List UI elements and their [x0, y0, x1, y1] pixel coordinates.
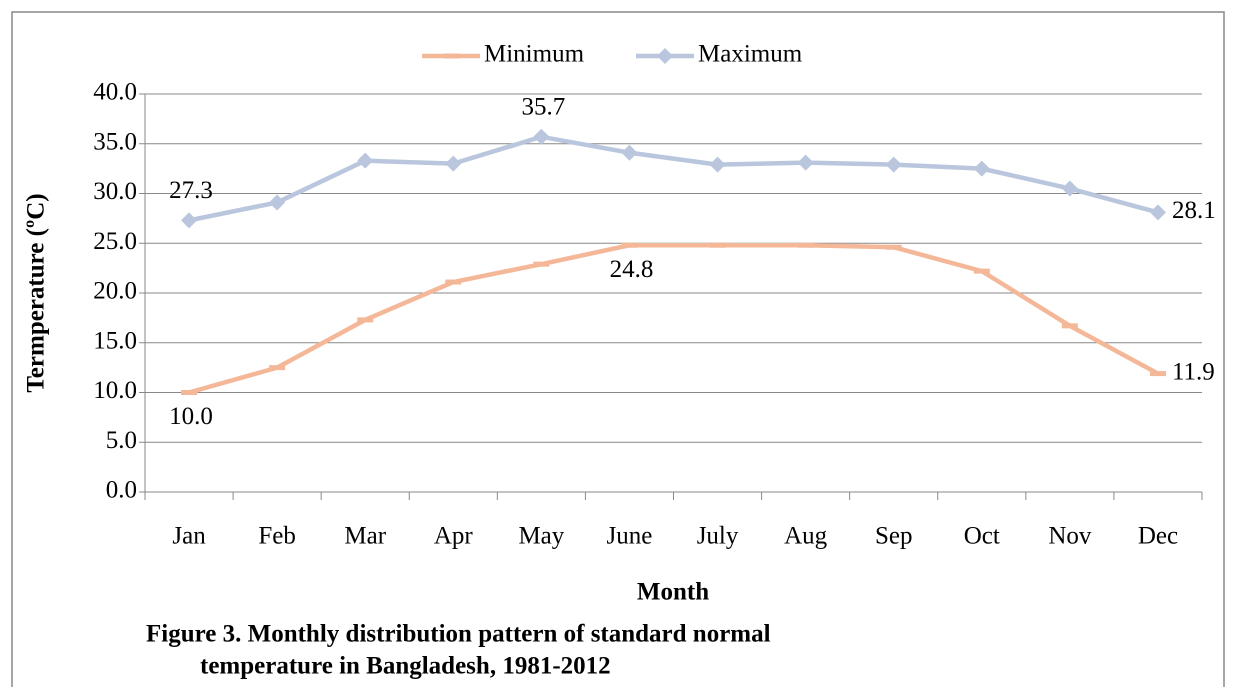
y-tick-label: 30.0 [93, 178, 137, 205]
marker [1061, 323, 1078, 329]
x-axis-label: Month [637, 579, 709, 606]
marker [621, 242, 638, 248]
marker [797, 154, 814, 171]
y-tick-label: 5.0 [106, 427, 137, 454]
marker [181, 390, 198, 395]
y-axis-label: Termperature (ºC) [23, 193, 50, 392]
x-tick-label: Jan [172, 523, 206, 550]
x-tick-label: Feb [258, 523, 296, 550]
marker [357, 317, 374, 323]
y-tick-label: 35.0 [93, 128, 137, 155]
marker [357, 152, 374, 169]
series-line [188, 242, 1160, 395]
x-tick-label: Nov [1048, 523, 1092, 550]
x-tick-label: July [697, 523, 739, 550]
x-tick-label: June [607, 523, 653, 550]
x-tick-label: Mar [344, 523, 386, 550]
y-tick-label: 40.0 [93, 79, 137, 106]
marker [1061, 180, 1078, 197]
marker [443, 53, 459, 59]
marker [445, 279, 462, 285]
marker [885, 244, 902, 250]
x-tick-label: Oct [964, 523, 1000, 550]
legend-label: Maximum [698, 41, 803, 68]
marker [657, 48, 673, 64]
marker [1149, 371, 1166, 377]
marker [533, 128, 550, 145]
data-label: 11.9 [1172, 358, 1215, 385]
x-tick-label: Dec [1138, 523, 1178, 550]
marker [181, 212, 198, 229]
y-tick-label: 0.0 [106, 477, 137, 504]
x-tick-label: Aug [784, 523, 828, 550]
data-label: 24.8 [610, 256, 654, 283]
marker [269, 365, 286, 371]
legend-label: Minimum [484, 41, 585, 68]
data-label: 10.0 [169, 403, 213, 430]
data-label: 27.3 [169, 177, 213, 204]
marker [269, 194, 286, 211]
marker [797, 242, 814, 248]
y-tick-label: 25.0 [93, 228, 137, 255]
series-line [188, 134, 1159, 223]
data-label: 35.7 [522, 94, 566, 121]
marker [885, 156, 902, 173]
x-tick-label: Apr [434, 523, 474, 550]
x-tick-label: May [518, 523, 564, 550]
marker [709, 156, 726, 173]
marker [709, 242, 726, 248]
y-tick-label: 10.0 [93, 377, 137, 404]
frame [11, 11, 1225, 687]
marker [621, 144, 638, 161]
y-tick-label: 20.0 [93, 278, 137, 305]
caption: temperature in Bangladesh, 1981-2012 [200, 653, 611, 680]
marker [973, 268, 990, 274]
marker [533, 261, 550, 267]
x-tick-label: Sep [875, 523, 913, 550]
marker [445, 155, 462, 172]
y-tick-label: 15.0 [93, 327, 137, 354]
marker [1149, 204, 1166, 221]
data-label: 28.1 [1172, 197, 1216, 224]
marker [973, 160, 990, 177]
caption: Figure 3. Monthly distribution pattern o… [146, 621, 771, 648]
